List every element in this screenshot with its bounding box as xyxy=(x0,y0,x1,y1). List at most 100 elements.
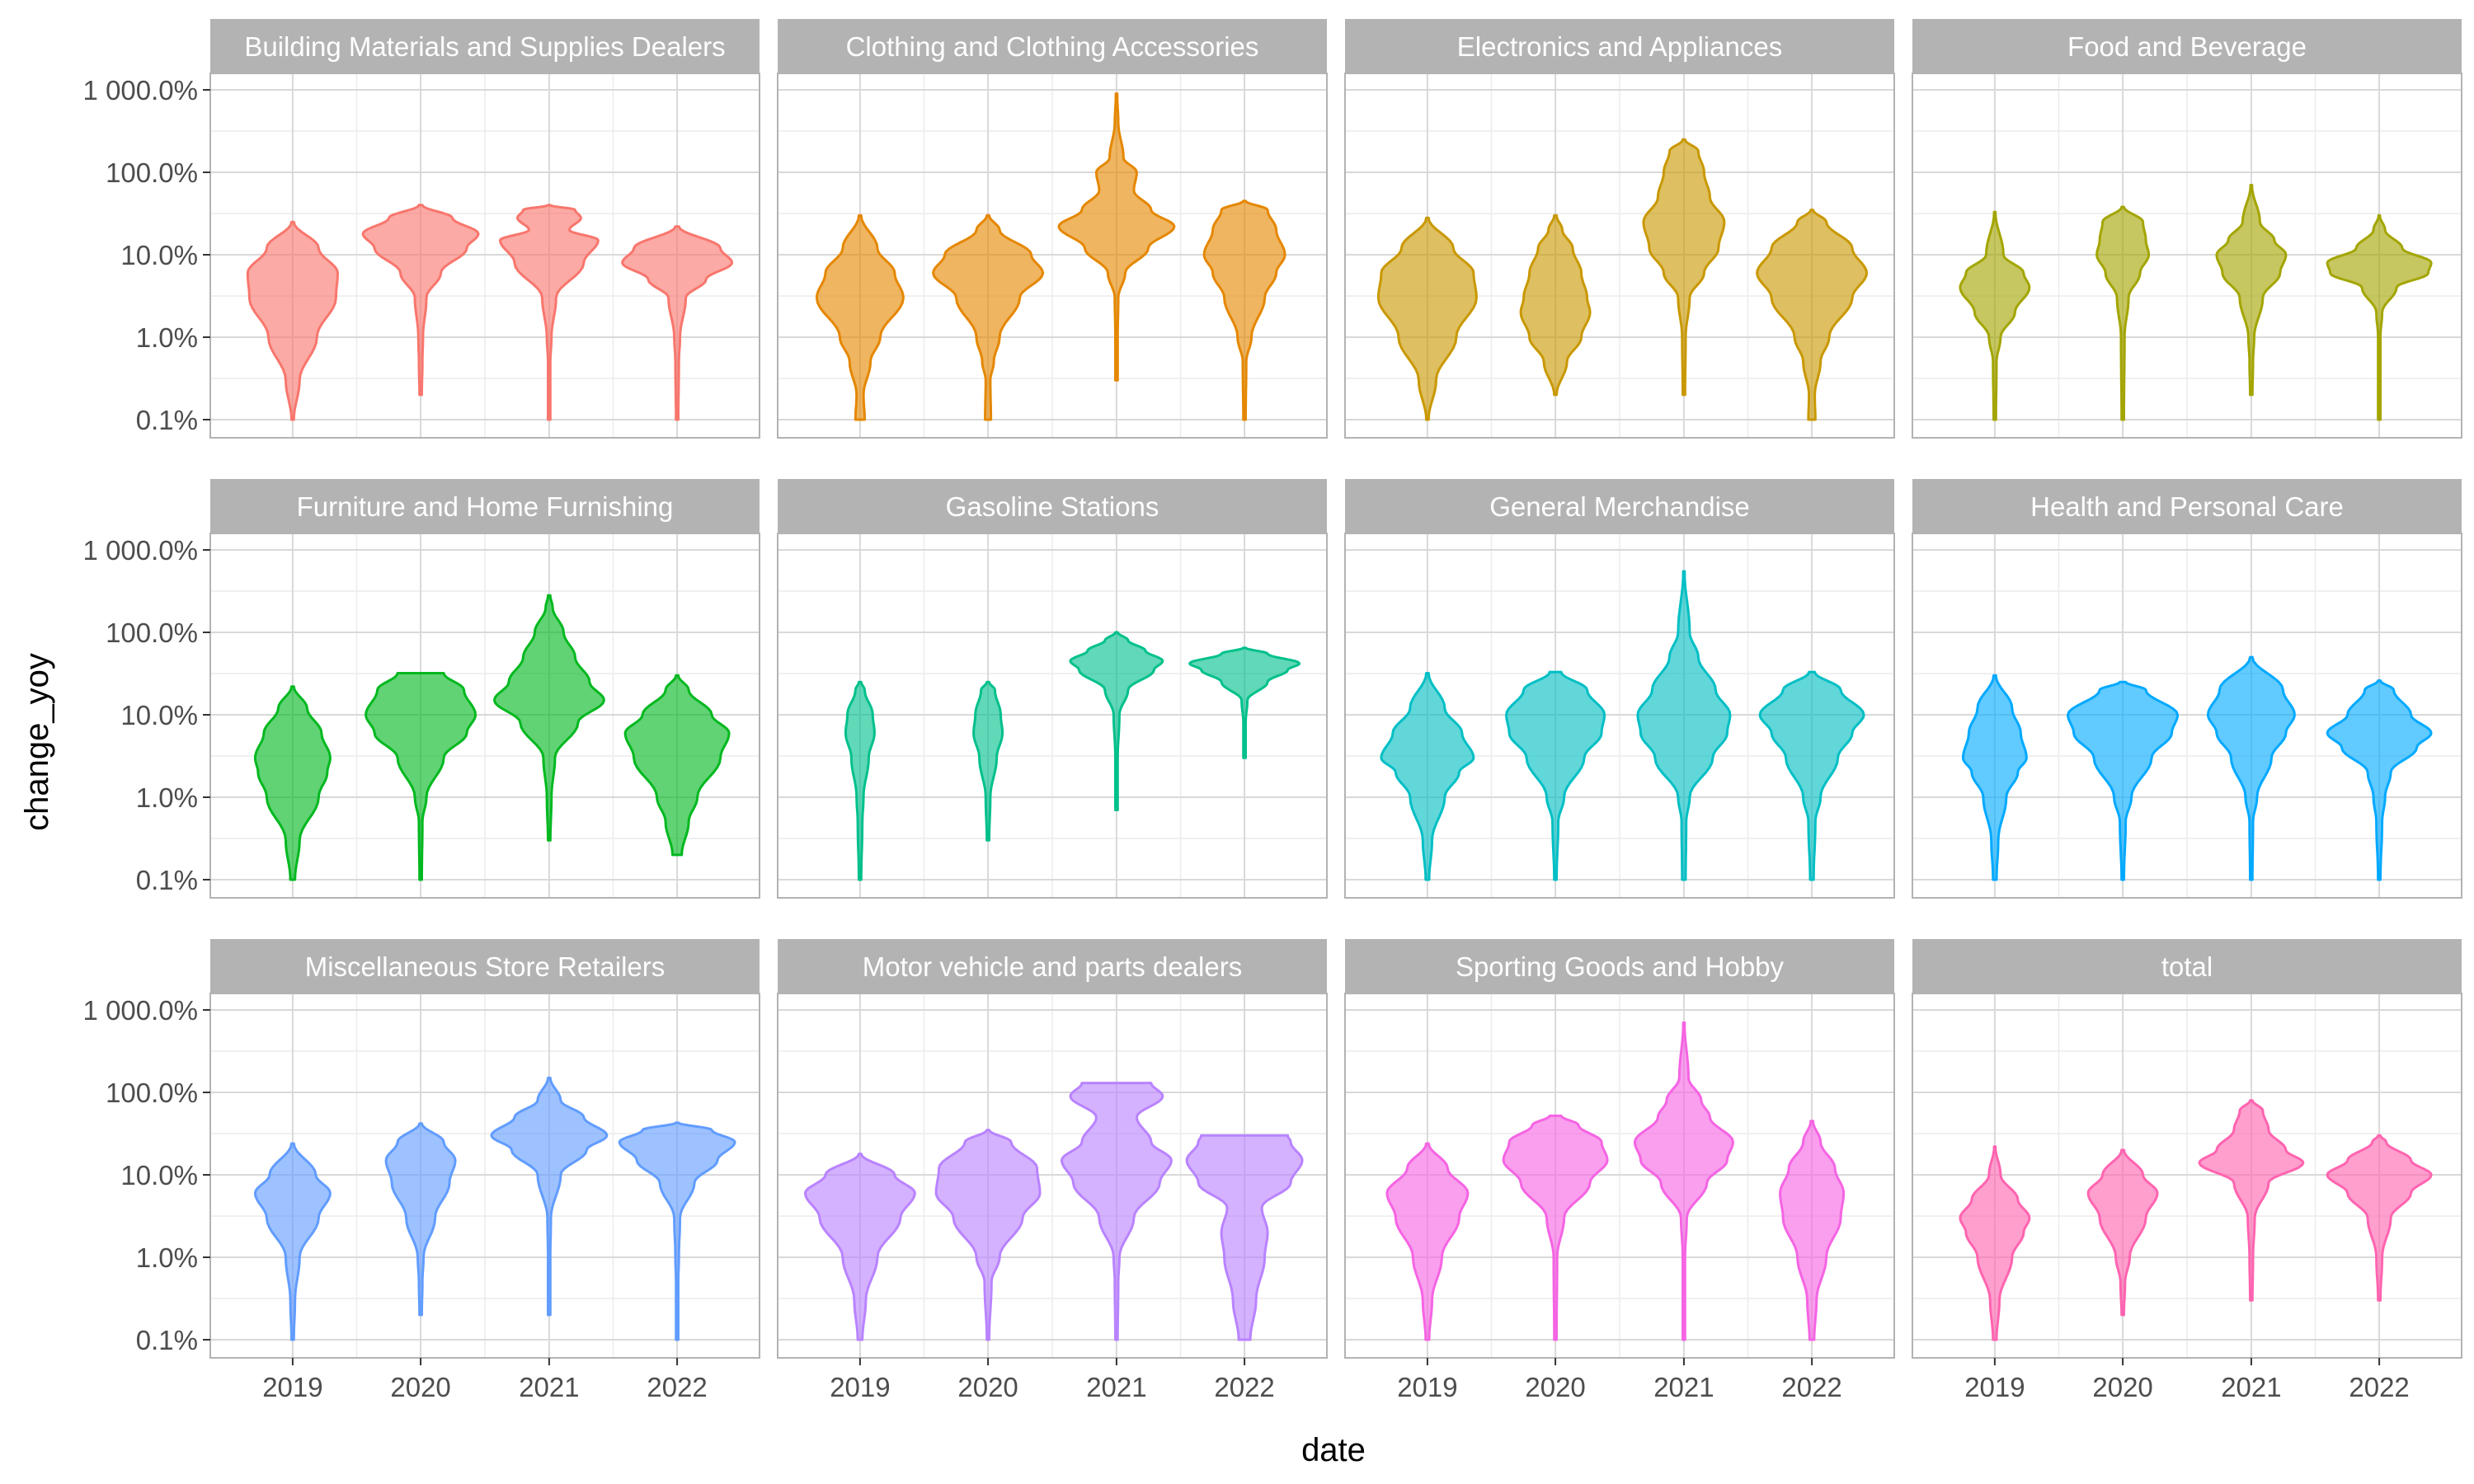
panel-border xyxy=(1912,533,2462,899)
x-tick-label: 2022 xyxy=(1214,1372,1274,1402)
strip-background xyxy=(1912,19,2462,73)
violin-2021 xyxy=(1069,631,1164,811)
y-tick-label: 100.0% xyxy=(106,157,198,188)
violin-2019 xyxy=(253,685,332,881)
violin-2022 xyxy=(623,674,731,857)
panel-border xyxy=(1912,73,2462,439)
panel-motor-vehicle-and-parts-dealers: Motor vehicle and parts dealers 2019 2020 2… xyxy=(777,939,1328,1402)
y-tick-label: 1.0% xyxy=(136,1242,198,1273)
x-tick-label: 2019 xyxy=(262,1372,322,1402)
x-tick-label: 2020 xyxy=(1525,1372,1585,1402)
violin-2020 xyxy=(1519,214,1592,397)
panel-border xyxy=(1912,993,2462,1359)
violin-2019 xyxy=(1959,1145,2031,1341)
violin-2019 xyxy=(1385,1142,1470,1341)
violin-2021 xyxy=(2215,184,2288,397)
violin-2020 xyxy=(2086,1148,2159,1317)
violin-2020 xyxy=(361,204,480,397)
panel-clothing-and-clothing-accessories: Clothing and Clothing Accessories xyxy=(777,19,1328,439)
violin-2020 xyxy=(384,1122,457,1317)
y-tick-label: 10.0% xyxy=(120,240,198,270)
violin-2019 xyxy=(1380,672,1475,881)
panel-border xyxy=(1344,73,1895,439)
strip-label: Furniture and Home Furnishing xyxy=(297,491,674,522)
violin-2022 xyxy=(1756,209,1869,421)
violin-2021 xyxy=(1642,138,1726,397)
violin-2020 xyxy=(932,214,1045,421)
x-tick-label: 2021 xyxy=(2221,1372,2281,1402)
panel-border xyxy=(1344,533,1895,899)
strip-background xyxy=(1912,939,2462,993)
strip-label: Food and Beverage xyxy=(2067,31,2307,62)
strip-label: Miscellaneous Store Retailers xyxy=(305,951,666,982)
x-tick-label: 2019 xyxy=(830,1372,890,1402)
y-tick-label: 100.0% xyxy=(106,1078,198,1108)
violin-2021 xyxy=(1636,570,1732,881)
violin-2019 xyxy=(253,1142,332,1341)
strip-label: General Merchandise xyxy=(1489,491,1750,522)
panel-health-and-personal-care: Health and Personal Care xyxy=(1912,479,2462,899)
panel-sporting-goods-and-hobby: Sporting Goods and Hobby 2019 2020 2021 2022 xyxy=(1344,939,1895,1402)
violin-2021 xyxy=(490,1076,609,1317)
violin-2019 xyxy=(246,220,339,421)
violin-2020 xyxy=(2095,205,2151,421)
x-tick-label: 2019 xyxy=(1397,1372,1457,1402)
panel-building-materials-and-supplies-dealers: Building Materials and Supplies Dealers 0… xyxy=(83,19,760,439)
strip-label: Building Materials and Supplies Dealers xyxy=(244,31,725,62)
violin-2021 xyxy=(1060,1082,1173,1341)
y-tick-label: 100.0% xyxy=(106,618,198,648)
x-tick-label: 2020 xyxy=(390,1372,450,1402)
y-tick-label: 1 000.0% xyxy=(83,995,198,1026)
violin-2022 xyxy=(1202,200,1286,421)
violin-2020 xyxy=(972,680,1004,842)
panel-miscellaneous-store-retailers: Miscellaneous Store Retailers 0.1% 1.0% 10.… xyxy=(83,939,760,1402)
y-tick-label: 1 000.0% xyxy=(83,535,198,566)
strip-background xyxy=(210,19,760,73)
panel-gasoline-stations: Gasoline Stations xyxy=(777,479,1328,899)
panel-border xyxy=(777,993,1328,1359)
violin-2022 xyxy=(1185,1134,1304,1341)
y-tick-label: 0.1% xyxy=(136,865,198,895)
violin-2021 xyxy=(498,204,600,421)
strip-background xyxy=(778,939,1327,993)
y-tick-label: 10.0% xyxy=(120,1160,198,1190)
violin-2020 xyxy=(2067,680,2180,881)
strip-background xyxy=(210,479,760,533)
y-tick-label: 1.0% xyxy=(136,322,198,353)
facet-panels: Building Materials and Supplies Dealers 0… xyxy=(83,19,2462,1402)
y-axis-title: change_yoy xyxy=(19,653,55,831)
violin-2020 xyxy=(1502,1114,1609,1341)
y-tick-label: 0.1% xyxy=(136,405,198,435)
y-tick-label: 0.1% xyxy=(136,1325,198,1355)
violin-2022 xyxy=(2326,679,2433,881)
violin-2022 xyxy=(2326,1134,2433,1302)
violin-2022 xyxy=(1779,1120,1846,1341)
panel-general-merchandise: General Merchandise xyxy=(1344,479,1895,899)
x-tick-label: 2020 xyxy=(957,1372,1018,1402)
strip-background xyxy=(210,939,760,993)
strip-label: Gasoline Stations xyxy=(946,491,1159,522)
violin-2019 xyxy=(815,214,905,421)
strip-label: Sporting Goods and Hobby xyxy=(1456,951,1785,982)
x-tick-label: 2020 xyxy=(2092,1372,2152,1402)
strip-background xyxy=(1345,19,1894,73)
x-tick-label: 2022 xyxy=(1781,1372,1841,1402)
x-tick-label: 2019 xyxy=(1964,1372,2025,1402)
panel-border xyxy=(777,73,1328,439)
x-tick-label: 2021 xyxy=(1653,1372,1714,1402)
violin-2020 xyxy=(934,1129,1042,1341)
panel-food-and-beverage: Food and Beverage xyxy=(1912,19,2462,439)
x-axis-title: date xyxy=(1301,1432,1366,1468)
violin-2021 xyxy=(492,594,605,842)
violin-2022 xyxy=(1758,670,1865,881)
x-tick-label: 2021 xyxy=(1086,1372,1146,1402)
strip-background xyxy=(1345,479,1894,533)
violin-2021 xyxy=(1057,92,1176,382)
violin-2022 xyxy=(621,225,734,421)
y-tick-label: 1.0% xyxy=(136,782,198,813)
y-tick-label: 1 000.0% xyxy=(83,75,198,106)
violin-2021 xyxy=(1633,1021,1734,1341)
y-tick-label: 10.0% xyxy=(120,700,198,730)
panel-electronics-and-appliances: Electronics and Appliances xyxy=(1344,19,1895,439)
strip-label: Motor vehicle and parts dealers xyxy=(863,951,1242,982)
